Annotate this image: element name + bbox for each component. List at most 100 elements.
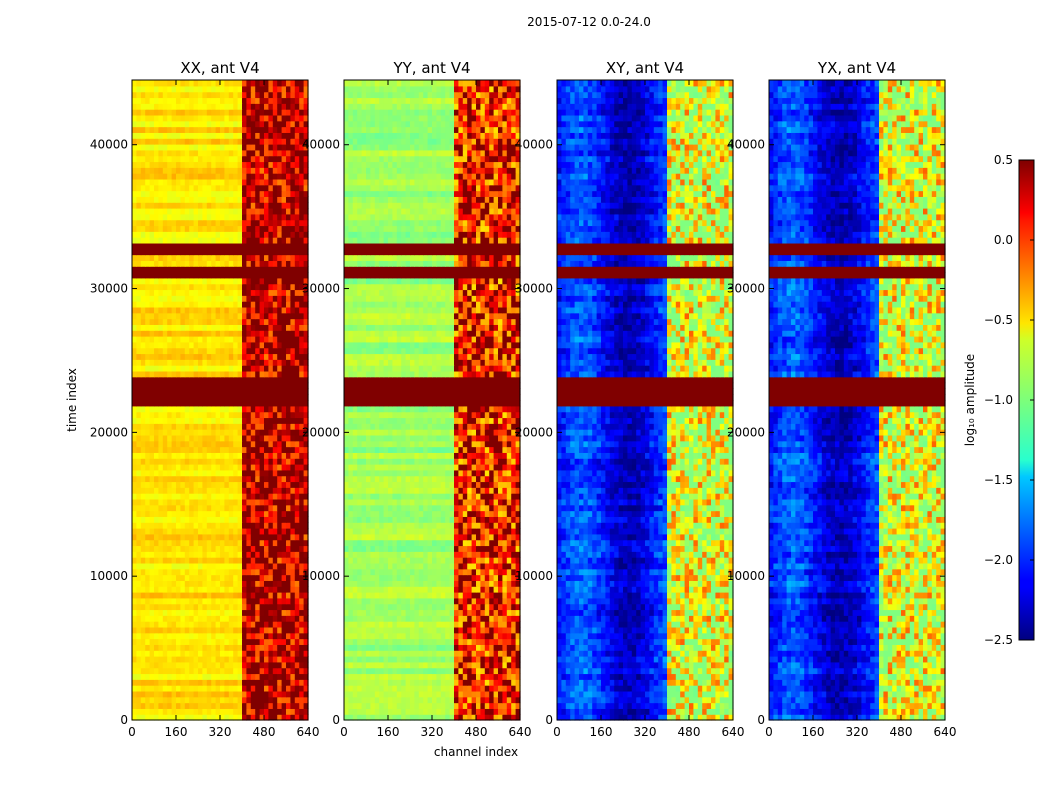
heatmap-cell bbox=[233, 86, 238, 92]
heatmap-cell bbox=[220, 447, 225, 453]
heatmap-cell bbox=[290, 144, 295, 150]
heatmap-cell bbox=[401, 639, 406, 645]
heatmap-cell bbox=[233, 633, 238, 639]
heatmap-cell bbox=[476, 668, 481, 674]
heatmap-cell bbox=[268, 278, 273, 284]
heatmap-cell bbox=[264, 231, 269, 237]
heatmap-cell bbox=[189, 511, 194, 517]
heatmap-cell bbox=[185, 493, 190, 499]
heatmap-cell bbox=[268, 289, 273, 295]
heatmap-cell bbox=[251, 673, 256, 679]
heatmap-cell bbox=[180, 109, 185, 115]
heatmap-cell bbox=[286, 516, 291, 522]
heatmap-cell bbox=[198, 417, 203, 423]
heatmap-cell bbox=[136, 511, 141, 517]
heatmap-cell bbox=[242, 697, 247, 703]
heatmap-cell bbox=[246, 406, 251, 412]
heatmap-cell bbox=[264, 138, 269, 144]
heatmap-cell bbox=[286, 609, 291, 615]
heatmap-cell bbox=[246, 144, 251, 150]
heatmap-cell bbox=[167, 284, 172, 290]
heatmap-cell bbox=[255, 580, 260, 586]
heatmap-cell bbox=[229, 511, 234, 517]
heatmap-cell bbox=[242, 307, 247, 313]
heatmap-cell bbox=[154, 138, 159, 144]
heatmap-cell bbox=[273, 167, 278, 173]
heatmap-cell bbox=[295, 516, 300, 522]
heatmap-cell bbox=[141, 604, 146, 610]
heatmap-cell bbox=[154, 144, 159, 150]
heatmap-cell bbox=[220, 115, 225, 121]
heatmap-cell bbox=[185, 394, 190, 400]
heatmap-cell bbox=[189, 412, 194, 418]
heatmap-cell bbox=[286, 580, 291, 586]
heatmap-cell bbox=[136, 144, 141, 150]
heatmap-cell bbox=[229, 342, 234, 348]
heatmap-cell bbox=[198, 493, 203, 499]
heatmap-cell bbox=[163, 470, 168, 476]
heatmap-cell bbox=[251, 295, 256, 301]
heatmap-cell bbox=[290, 336, 295, 342]
heatmap-cell bbox=[295, 511, 300, 517]
heatmap-cell bbox=[198, 464, 203, 470]
heatmap-cell bbox=[238, 563, 243, 569]
heatmap-cell bbox=[419, 691, 424, 697]
heatmap-cell bbox=[202, 598, 207, 604]
heatmap-cell bbox=[194, 505, 199, 511]
heatmap-cell bbox=[242, 703, 247, 709]
heatmap-cell bbox=[255, 575, 260, 581]
heatmap-cell bbox=[194, 185, 199, 191]
heatmap-cell bbox=[255, 400, 260, 406]
heatmap-cell bbox=[132, 319, 137, 325]
heatmap-cell bbox=[273, 464, 278, 470]
heatmap-cell bbox=[198, 691, 203, 697]
heatmap-cell bbox=[268, 615, 273, 621]
heatmap-cell bbox=[150, 708, 155, 714]
heatmap-cell bbox=[180, 179, 185, 185]
heatmap-cell bbox=[167, 237, 172, 243]
heatmap-cell bbox=[132, 313, 137, 319]
heatmap-cell bbox=[268, 540, 273, 546]
heatmap-cell bbox=[172, 685, 177, 691]
heatmap-cell bbox=[282, 429, 287, 435]
heatmap-cell bbox=[189, 447, 194, 453]
heatmap-cell bbox=[406, 662, 411, 668]
heatmap-cell bbox=[273, 697, 278, 703]
heatmap-cell bbox=[198, 668, 203, 674]
heatmap-cell bbox=[176, 412, 181, 418]
heatmap-cell bbox=[150, 487, 155, 493]
heatmap-cell bbox=[224, 627, 229, 633]
heatmap-cell bbox=[172, 202, 177, 208]
heatmap-cell bbox=[220, 324, 225, 330]
heatmap-cell bbox=[238, 278, 243, 284]
heatmap-cell bbox=[224, 80, 229, 86]
heatmap-cell bbox=[202, 476, 207, 482]
heatmap-cell bbox=[246, 243, 251, 249]
heatmap-cell bbox=[423, 668, 428, 674]
heatmap-cell bbox=[260, 662, 265, 668]
heatmap-cell bbox=[366, 679, 371, 685]
heatmap-cell bbox=[185, 191, 190, 197]
heatmap-cell bbox=[392, 697, 397, 703]
heatmap-cell bbox=[273, 417, 278, 423]
heatmap-cell bbox=[154, 284, 159, 290]
heatmap-cell bbox=[185, 167, 190, 173]
heatmap-cell bbox=[202, 470, 207, 476]
heatmap-cell bbox=[277, 272, 282, 278]
heatmap-cell bbox=[299, 214, 304, 220]
heatmap-cell bbox=[366, 703, 371, 709]
heatmap-cell bbox=[185, 115, 190, 121]
heatmap-cell bbox=[295, 650, 300, 656]
heatmap-cell bbox=[145, 371, 150, 377]
heatmap-cell bbox=[295, 586, 300, 592]
heatmap-cell bbox=[277, 324, 282, 330]
heatmap-cell bbox=[246, 138, 251, 144]
heatmap-cell bbox=[211, 400, 216, 406]
heatmap-cell bbox=[136, 260, 141, 266]
heatmap-cell bbox=[150, 621, 155, 627]
heatmap-cell bbox=[299, 639, 304, 645]
heatmap-cell bbox=[141, 161, 146, 167]
heatmap-cell bbox=[207, 703, 212, 709]
heatmap-cell bbox=[255, 377, 260, 383]
heatmap-cell bbox=[180, 545, 185, 551]
